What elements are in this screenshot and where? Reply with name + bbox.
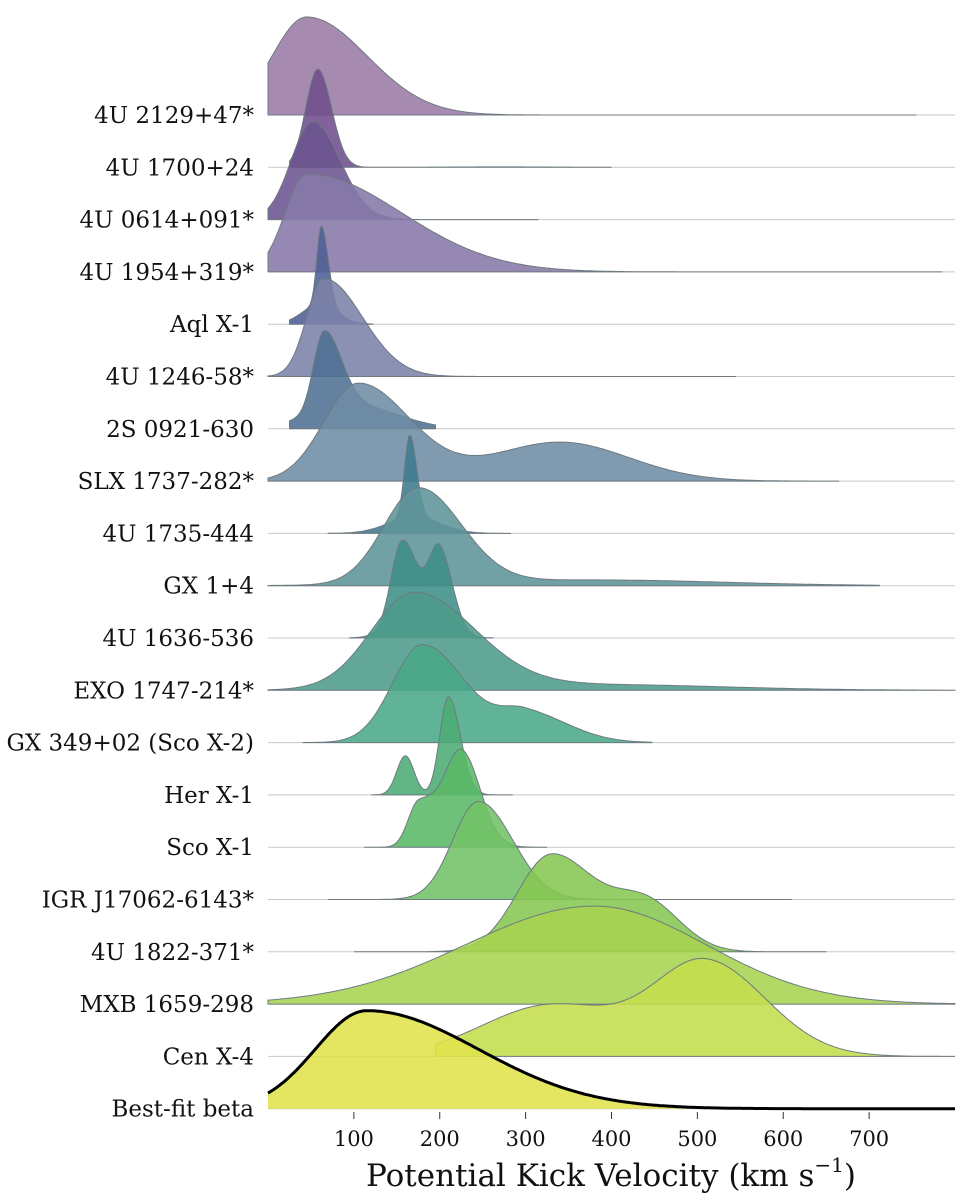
ridge-label-17: 4U 1822-371*	[91, 940, 255, 966]
x-tick-label-200: 200	[420, 1127, 460, 1151]
ridge-12	[267, 591, 956, 691]
x-tick-label-500: 500	[677, 1127, 717, 1151]
best-fit-curve	[267, 1009, 955, 1111]
x-axis: 100 200 300 400 500 600 700	[334, 1112, 889, 1151]
x-tick-label-400: 400	[591, 1127, 631, 1151]
ridge-15	[364, 748, 548, 848]
ridge-6	[267, 277, 736, 377]
ridge-label-9: 4U 1735-444	[102, 521, 254, 547]
x-tick-label-700: 700	[849, 1127, 889, 1151]
ridge-label-19: Cen X-4	[163, 1044, 254, 1070]
ridge-18	[267, 905, 956, 1005]
ridge-20	[268, 1010, 955, 1109]
plot-area	[267, 16, 956, 1111]
ridge-label-8: SLX 1737-282*	[78, 469, 255, 495]
ridge-label-15: Sco X-1	[166, 835, 254, 861]
ridge-label-20: Best-fit beta	[111, 1097, 254, 1123]
ridge-label-1: 4U 2129+47*	[94, 103, 254, 129]
x-axis-label: Potential Kick Velocity (km s−1)	[366, 1153, 856, 1194]
x-tick-label-100: 100	[334, 1127, 374, 1151]
ridge-1	[267, 16, 917, 116]
ridge-label-4: 4U 1954+319*	[79, 260, 254, 286]
ridge-label-6: 4U 1246-58*	[106, 365, 255, 391]
ridge-label-18: MXB 1659-298	[80, 992, 254, 1018]
ridge-8	[267, 382, 840, 482]
ridge-10	[267, 487, 880, 587]
ridge-label-2: 4U 1700+24	[106, 155, 254, 181]
y-axis-labels: 4U 2129+47* 4U 1700+24 4U 0614+091* 4U 1954…	[6, 103, 254, 1123]
ridge-label-7: 2S 0921-630	[106, 417, 254, 443]
ridge-13	[302, 644, 653, 744]
ridge-14	[371, 696, 513, 796]
x-tick-label-300: 300	[506, 1127, 546, 1151]
ridge-label-16: IGR J17062-6143*	[42, 888, 255, 914]
x-tick-label-600: 600	[763, 1127, 803, 1151]
ridge-label-10: GX 1+4	[163, 574, 254, 600]
ridge-17	[353, 853, 827, 953]
ridge-label-13: GX 349+02 (Sco X-2)	[6, 731, 254, 757]
ridge-label-11: 4U 1636-536	[102, 626, 254, 652]
ridge-label-5: Aql X-1	[169, 312, 254, 338]
ridge-4	[267, 173, 943, 273]
ridge-label-12: EXO 1747-214*	[73, 678, 254, 704]
ridge-label-3: 4U 0614+091*	[79, 208, 254, 234]
ridge-label-14: Her X-1	[164, 783, 254, 809]
ridge-19	[435, 957, 955, 1057]
